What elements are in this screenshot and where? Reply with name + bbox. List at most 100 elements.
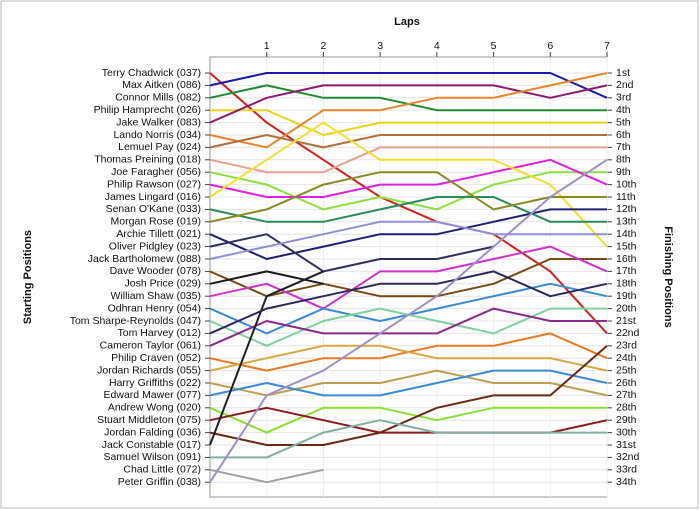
y2-tick-label: 2nd: [616, 79, 634, 91]
driver-line: [209, 134, 607, 149]
driver-label: Chad Little (072): [123, 464, 201, 476]
driver-label: Harry Griffiths (022): [109, 377, 201, 389]
driver-line: [209, 158, 608, 483]
driver-label: Dave Wooder (078): [110, 265, 201, 277]
driver-label: Terry Chadwick (037): [102, 67, 201, 79]
driver-label: Max Aitken (086): [122, 79, 201, 91]
driver-label: Cameron Taylor (061): [100, 340, 201, 352]
y2-tick-label: 6th: [616, 129, 631, 141]
driver-label: Tom Sharpe-Reynolds (047): [70, 315, 201, 327]
y2-axis-title: Finishing Positions: [662, 226, 674, 327]
y2-tick-label: 32nd: [616, 451, 640, 463]
driver-label: Lando Norris (034): [113, 129, 201, 141]
driver-line: [209, 220, 607, 260]
driver-label: Samuel Wilson (091): [104, 451, 201, 463]
driver-label: Jake Walker (083): [116, 116, 201, 128]
driver-line: [210, 419, 607, 459]
driver-label: Archie Tillett (021): [116, 228, 201, 240]
plot-area: [209, 56, 608, 498]
y2-tick-label: 9th: [616, 166, 631, 178]
y2-tick-label: 7th: [616, 141, 631, 153]
driver-label: William Shaw (035): [111, 290, 201, 302]
driver-label: Lemuel Pay (024): [118, 141, 201, 153]
driver-line: [209, 245, 608, 310]
driver-line: [209, 72, 608, 335]
y2-tick-label: 17th: [616, 265, 637, 277]
driver-label: Morgan Rose (019): [111, 216, 201, 228]
driver-line: [209, 158, 608, 198]
y2-tick-label: 34th: [616, 476, 637, 488]
y2-tick-label: 22nd: [616, 327, 640, 339]
driver-label: Jordan Falding (036): [104, 426, 201, 438]
y2-tick-label: 14th: [616, 228, 637, 240]
driver-label: Andrew Wong (020): [108, 402, 201, 414]
y2-tick-label: 13th: [616, 216, 637, 228]
driver-line: [209, 72, 608, 149]
x-tick-label: 5: [491, 40, 497, 52]
driver-label: Jack Constable (017): [102, 439, 201, 451]
driver-line: [209, 258, 607, 298]
driver-line: [209, 345, 608, 446]
y2-tick-label: 28th: [616, 402, 637, 414]
x-axis-title: Laps: [394, 16, 420, 28]
driver-line: [210, 109, 607, 136]
x-tick-label: 1: [264, 40, 270, 52]
driver-label: Jack Bartholomew (088): [88, 253, 201, 265]
y2-tick-label: 30th: [616, 426, 637, 438]
y2-tick-label: 3rd: [616, 92, 631, 104]
x-tick-label: 2: [321, 40, 327, 52]
driver-label: Thomas Preining (018): [94, 154, 201, 166]
y2-tick-label: 15th: [616, 240, 637, 252]
y2-tick-label: 12th: [616, 203, 637, 215]
y2-tick-label: 10th: [616, 178, 637, 190]
driver-label: Odhran Henry (054): [108, 302, 201, 314]
driver-label: Peter Griffin (038): [118, 476, 201, 488]
driver-label: Stuart Middleton (075): [97, 414, 201, 426]
y2-tick-label: 19th: [616, 290, 637, 302]
y2-tick-label: 18th: [616, 278, 637, 290]
y2-tick-label: 31st: [616, 439, 636, 451]
driver-label: Oliver Pidgley (023): [109, 240, 201, 252]
driver-line: [209, 468, 324, 484]
y2-tick-label: 33rd: [616, 464, 637, 476]
y2-tick-label: 4th: [616, 104, 631, 116]
y2-tick-label: 8th: [616, 154, 631, 166]
driver-line: [209, 270, 608, 335]
y-axis-title: Starting Positions: [22, 230, 34, 324]
driver-label: Philip Craven (052): [111, 352, 201, 364]
driver-line: [209, 369, 608, 397]
y2-tick-label: 25th: [616, 364, 637, 376]
driver-label: Tom Harvey (012): [118, 327, 201, 339]
x-tick-label: 3: [377, 40, 383, 52]
driver-label: Edward Mawer (077): [104, 389, 201, 401]
driver-label: Philip Hamprecht (026): [94, 104, 201, 116]
driver-line: [209, 406, 607, 434]
driver-label: Joe Faragher (056): [111, 166, 201, 178]
driver-label: Senan O'Kane (033): [106, 203, 201, 215]
driver-line: [209, 171, 607, 223]
driver-line: [209, 233, 494, 273]
driver-line: [209, 369, 608, 397]
x-tick-label: 6: [547, 40, 553, 52]
y2-tick-label: 27th: [616, 389, 637, 401]
driver-label: Philip Rawson (027): [107, 178, 201, 190]
y2-tick-label: 23rd: [616, 340, 637, 352]
y2-tick-label: 26th: [616, 377, 637, 389]
driver-label: Josh Price (029): [125, 278, 201, 290]
y2-tick-label: 5th: [616, 116, 631, 128]
driver-label: James Lingard (016): [105, 191, 201, 203]
driver-line: [209, 307, 607, 347]
y2-tick-label: 21st: [616, 315, 636, 327]
driver-line: [209, 146, 607, 174]
driver-line: [209, 84, 608, 124]
y2-tick-label: 20th: [616, 302, 637, 314]
x-tick-label: 4: [434, 40, 440, 52]
y2-tick-label: 24th: [616, 352, 637, 364]
y2-tick-label: 16th: [616, 253, 637, 265]
y2-tick-label: 11th: [616, 191, 636, 203]
driver-label: Connor Mills (082): [115, 92, 201, 104]
driver-label: Jordan Richards (055): [97, 364, 201, 376]
driver-line: [209, 72, 608, 99]
driver-line: [209, 121, 608, 248]
